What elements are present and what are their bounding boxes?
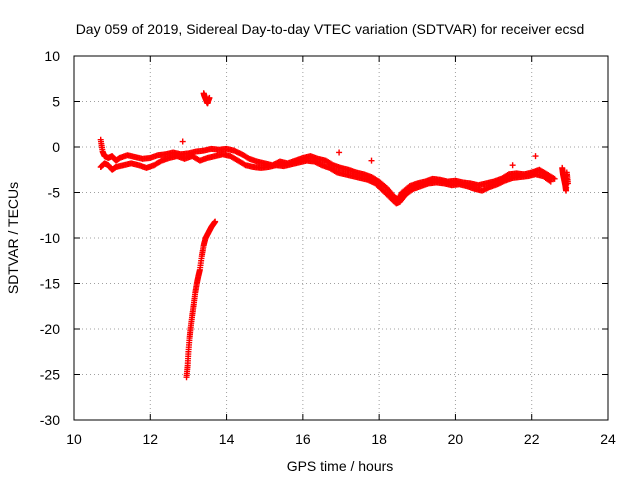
x-tick-label: 16 [295,431,311,447]
data-point-marker [532,153,539,160]
y-tick-label: 10 [44,48,60,64]
y-tick-label: -5 [48,185,61,201]
data-point-marker [547,178,554,185]
x-tick-label: 20 [448,431,464,447]
y-axis-label: SDTVAR / TECUs [5,182,21,294]
data-point-marker [212,218,219,225]
data-point-marker [564,180,571,187]
data-point-marker [550,175,557,182]
x-tick-label: 18 [371,431,387,447]
x-tick-label: 10 [66,431,82,447]
y-axis-ticks: 10 5 0 -5 -10 -15 -20 -25 -30 [40,48,608,428]
y-tick-label: 5 [52,94,60,110]
x-axis-label: GPS time / hours [287,458,394,474]
y-tick-label: -30 [40,412,60,428]
grid [74,56,608,420]
y-tick-label: -15 [40,276,60,292]
y-tick-label: 0 [52,139,60,155]
x-tick-label: 12 [142,431,158,447]
y-tick-label: -10 [40,230,60,246]
x-tick-label: 24 [600,431,616,447]
data-point-marker [546,177,553,184]
x-axis-ticks: 10 12 14 16 18 20 22 24 [66,56,616,447]
data-point-marker [336,149,343,156]
y-tick-label: -20 [40,321,60,337]
plot-frame [73,55,609,421]
data-point-marker [206,94,213,101]
chart-title: Day 059 of 2019, Sidereal Day-to-day VTE… [76,21,585,37]
x-tick-label: 22 [524,431,540,447]
data-point-marker [179,138,186,145]
data-point-marker [551,175,558,182]
x-tick-label: 14 [219,431,235,447]
data-points [97,90,571,381]
y-tick-label: -25 [40,367,60,383]
data-point-marker [509,162,516,169]
data-point-marker [368,157,375,164]
